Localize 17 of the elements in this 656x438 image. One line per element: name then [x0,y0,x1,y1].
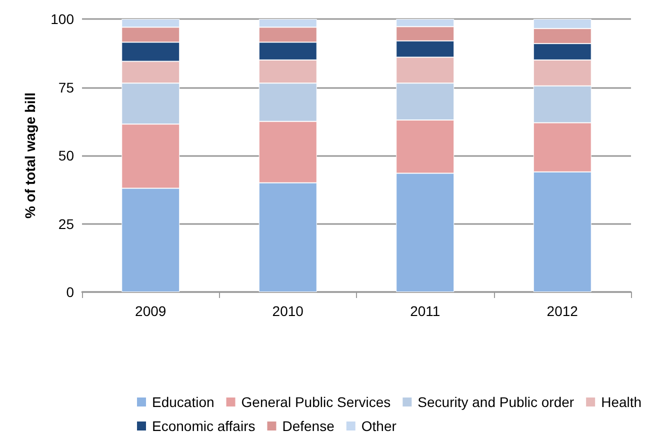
x-tick-label: 2012 [546,303,578,319]
legend-label: Other [361,418,397,434]
legend-label: Health [601,394,642,410]
x-tick-label: 2010 [272,303,304,319]
x-tick-label: 2011 [410,303,440,319]
y-tick-label: 25 [58,216,74,232]
y-tick-label: 75 [58,79,74,96]
legend-label: Education [152,394,214,410]
legend-label: Economic affairs [152,418,256,434]
legend-label: Security and Public order [418,394,574,410]
legend-label: General Public Services [241,394,391,410]
y-tick-label: 50 [58,148,74,164]
y-tick-label: 100 [50,11,74,27]
x-tick-label: 2009 [135,303,166,319]
y-tick-label: 0 [66,284,74,300]
legend-label: Defense [282,418,335,434]
y-axis-title: % of total wage bill [22,92,38,219]
